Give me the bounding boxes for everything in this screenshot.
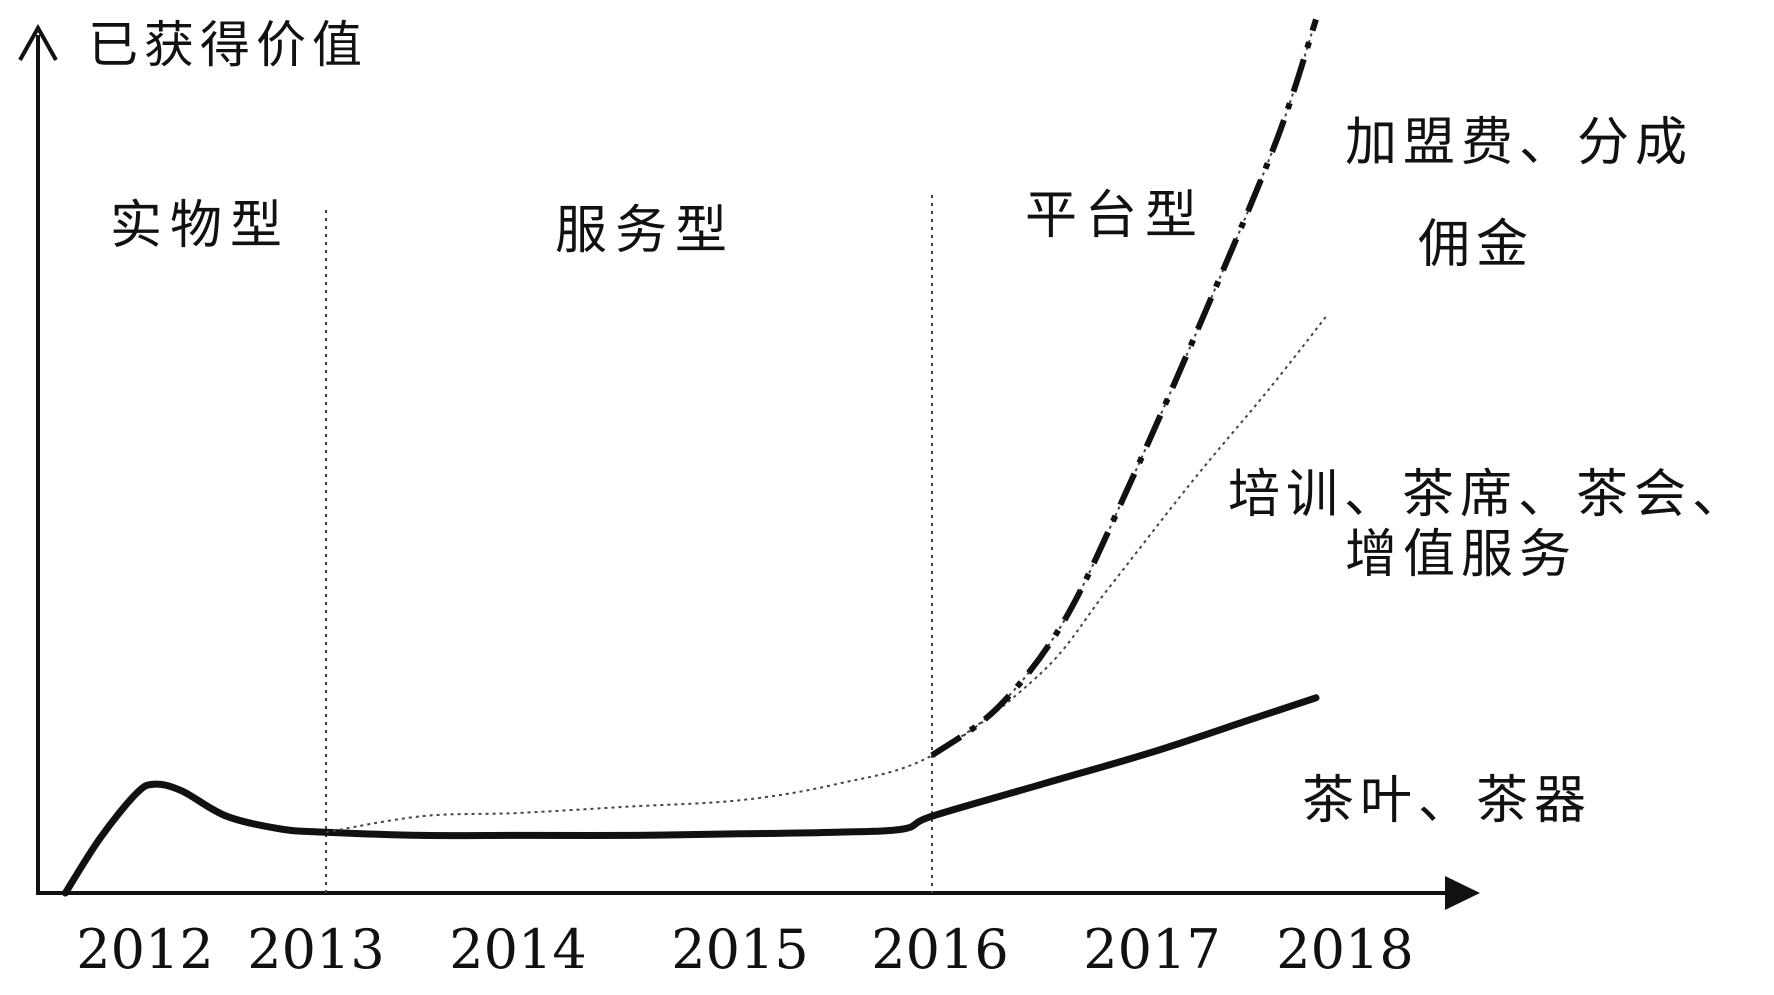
phase-label-service: 服务型 bbox=[555, 201, 735, 261]
y-axis-arrow bbox=[18, 23, 58, 61]
x-tick-2012: 2012 bbox=[76, 918, 213, 981]
series-line-franchise-fees bbox=[930, 18, 1319, 758]
x-axis-arrow bbox=[1445, 876, 1480, 910]
series-line-training-services bbox=[325, 316, 1327, 834]
x-tick-2014: 2014 bbox=[449, 918, 586, 981]
phase-label-platform: 平台型 bbox=[1025, 186, 1205, 246]
x-tick-2013: 2013 bbox=[247, 918, 384, 981]
series-line-tea-products bbox=[61, 694, 1320, 897]
x-tick-2016: 2016 bbox=[871, 918, 1008, 981]
x-tick-2017: 2017 bbox=[1083, 918, 1220, 981]
series-label-franchise-fees: 加盟费、分成 bbox=[1345, 113, 1693, 173]
x-tick-2018: 2018 bbox=[1276, 918, 1413, 981]
series-line-commission bbox=[931, 19, 1317, 757]
y-axis-label: 已获得价值 bbox=[88, 16, 368, 74]
x-tick-2015: 2015 bbox=[671, 918, 808, 981]
series-label-training-line1: 培训、茶席、茶会、 bbox=[1228, 465, 1750, 525]
series-label-training-line2: 增值服务 bbox=[1345, 525, 1577, 585]
series-label-tea-products: 茶叶、茶器 bbox=[1302, 771, 1592, 831]
series-label-commission: 佣金 bbox=[1418, 215, 1534, 275]
phase-label-physical: 实物型 bbox=[110, 196, 290, 256]
